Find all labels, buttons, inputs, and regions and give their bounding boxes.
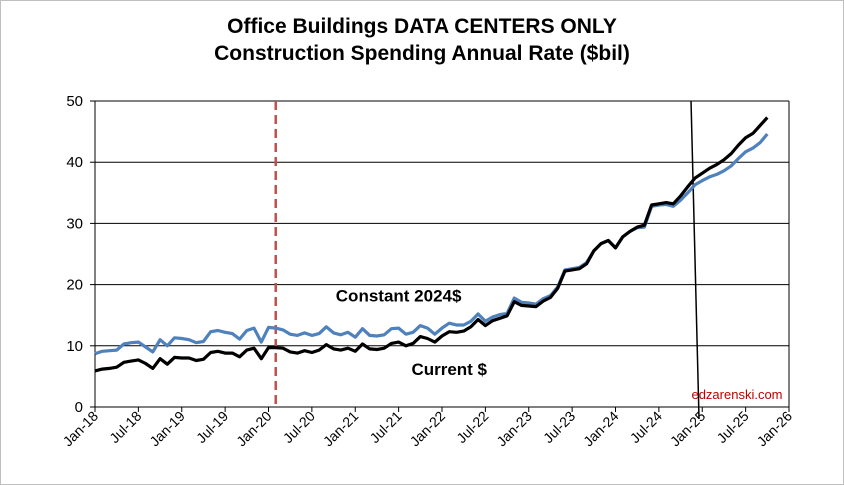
x-tick-label: Jan-19: [146, 408, 188, 450]
x-tick-label: Jul-25: [713, 408, 751, 446]
x-tick-label: Jan-25: [667, 408, 709, 450]
x-tick-label: Jul-22: [453, 408, 491, 446]
x-tick-label: Jan-21: [320, 408, 362, 450]
current-dollars-line: [94, 116, 769, 373]
y-tick-label: 40: [66, 154, 83, 171]
x-tick-label: Jan-22: [407, 408, 449, 450]
x-tick-label: Jul-23: [540, 408, 578, 446]
constant-2024-dollars-line: [94, 132, 769, 356]
x-tick-label: Jul-18: [106, 408, 144, 446]
chart-title: Office Buildings DATA CENTERS ONLY: [227, 15, 617, 38]
y-tick-label: 20: [66, 277, 83, 294]
watermark-text: edzarenski.com: [691, 387, 782, 402]
y-tick-label: 10: [66, 338, 83, 355]
y-tick-label: 30: [66, 215, 83, 232]
x-tick-label: Jul-24: [627, 408, 665, 446]
x-tick-label: Jul-19: [193, 408, 231, 446]
current-dollars-label: Current $: [411, 360, 487, 379]
x-tick-label: Jul-21: [366, 408, 404, 446]
x-tick-label: Jan-20: [233, 408, 275, 450]
x-tick-label: Jan-24: [580, 408, 622, 450]
forecast-marker-line: [690, 100, 700, 420]
chart-subtitle: Construction Spending Annual Rate ($bil): [214, 42, 630, 65]
x-tick-label: Jul-20: [280, 408, 318, 446]
y-tick-label: 50: [66, 93, 83, 110]
x-tick-label: Jan-26: [754, 408, 796, 450]
constant-2024-label: Constant 2024$: [336, 287, 462, 306]
x-tick-label: Jan-23: [493, 408, 535, 450]
y-tick-label: 0: [75, 399, 83, 416]
